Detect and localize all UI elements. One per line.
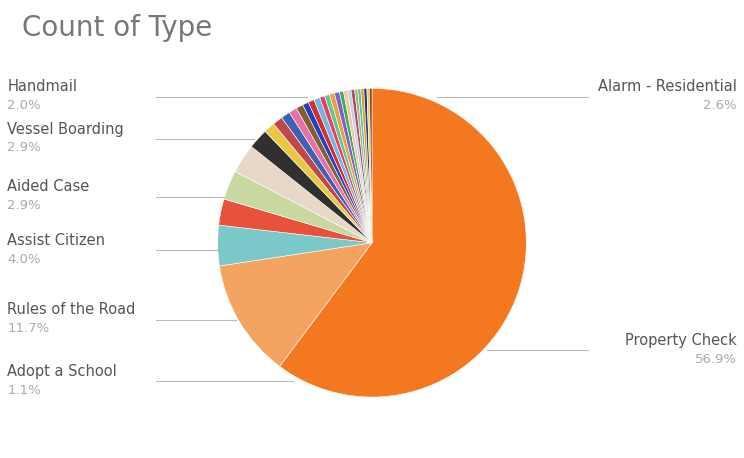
Text: Alarm - Residential: Alarm - Residential — [597, 79, 737, 94]
Text: 56.9%: 56.9% — [695, 353, 737, 366]
Wedge shape — [361, 89, 372, 243]
Text: 4.0%: 4.0% — [7, 253, 41, 266]
Wedge shape — [320, 96, 372, 243]
Wedge shape — [330, 93, 372, 243]
Wedge shape — [370, 88, 372, 243]
Wedge shape — [219, 199, 372, 243]
Wedge shape — [274, 118, 372, 243]
Text: 2.9%: 2.9% — [7, 199, 41, 212]
Wedge shape — [355, 89, 372, 243]
Wedge shape — [296, 105, 372, 243]
Wedge shape — [235, 147, 372, 243]
Text: Handmail: Handmail — [7, 79, 77, 94]
Wedge shape — [265, 124, 372, 243]
Wedge shape — [308, 100, 372, 243]
Text: Assist Citizen: Assist Citizen — [7, 233, 106, 248]
Wedge shape — [219, 243, 372, 366]
Wedge shape — [282, 112, 372, 243]
Wedge shape — [303, 102, 372, 243]
Wedge shape — [344, 90, 372, 243]
Wedge shape — [324, 94, 372, 243]
Wedge shape — [347, 90, 372, 243]
Wedge shape — [289, 108, 372, 243]
Wedge shape — [367, 88, 372, 243]
Text: 2.0%: 2.0% — [7, 99, 41, 112]
Text: Rules of the Road: Rules of the Road — [7, 302, 136, 317]
Wedge shape — [314, 98, 372, 243]
Text: Property Check: Property Check — [625, 333, 737, 348]
Wedge shape — [339, 91, 372, 243]
Wedge shape — [358, 89, 372, 243]
Text: 2.9%: 2.9% — [7, 141, 41, 154]
Wedge shape — [218, 225, 372, 266]
Text: 1.1%: 1.1% — [7, 383, 41, 397]
Wedge shape — [224, 171, 372, 243]
Wedge shape — [280, 88, 526, 397]
Wedge shape — [334, 92, 372, 243]
Text: Count of Type: Count of Type — [22, 14, 213, 42]
Text: Adopt a School: Adopt a School — [7, 364, 118, 379]
Text: Aided Case: Aided Case — [7, 179, 90, 194]
Text: 11.7%: 11.7% — [7, 322, 50, 335]
Wedge shape — [251, 131, 372, 243]
Wedge shape — [364, 88, 372, 243]
Text: 2.6%: 2.6% — [703, 99, 737, 112]
Text: Vessel Boarding: Vessel Boarding — [7, 121, 124, 136]
Wedge shape — [351, 89, 372, 243]
